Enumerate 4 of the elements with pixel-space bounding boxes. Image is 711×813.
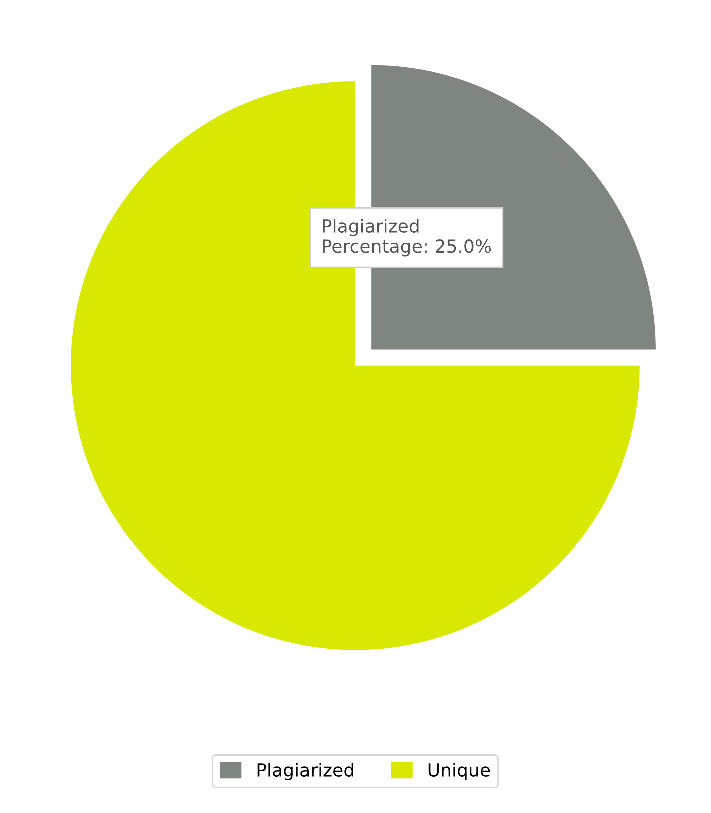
text: Percentage: 25.0% (323, 240, 492, 257)
legend-label: Unique (428, 763, 490, 780)
legend-label: Plagiarized (258, 763, 354, 780)
text: Plagiarized (323, 219, 419, 236)
